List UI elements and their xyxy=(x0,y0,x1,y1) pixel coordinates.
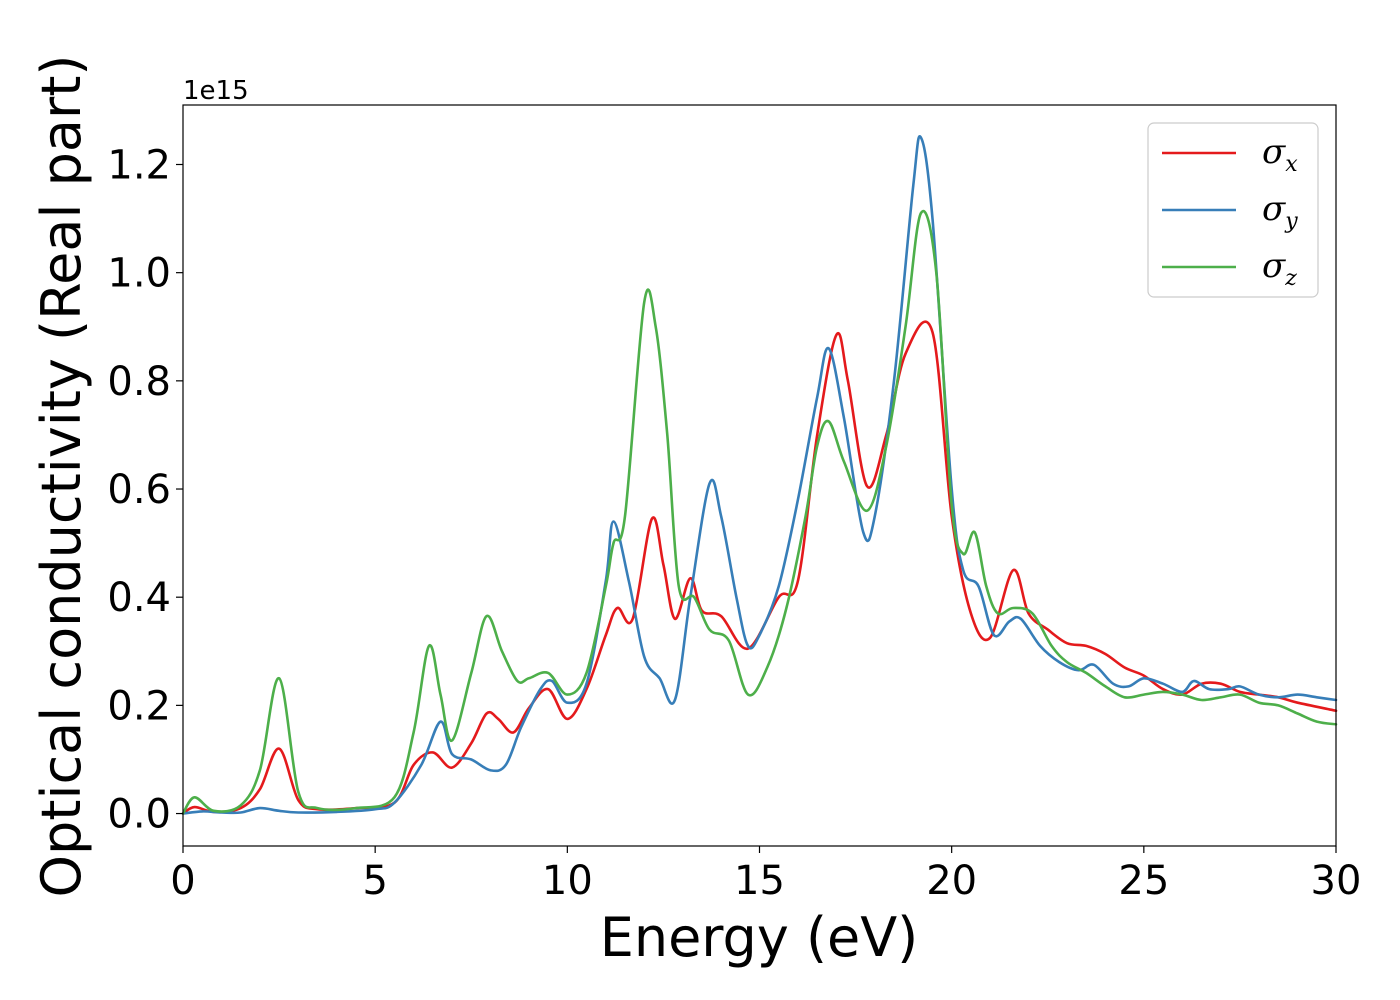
y-offset-label: 1e15 xyxy=(183,76,249,106)
series-line-z xyxy=(181,209,1338,815)
legend-label-z: σz xyxy=(1262,246,1297,291)
y-tick-label: 0.2 xyxy=(107,683,171,729)
y-axis-title: Optical conductivity (Real part) xyxy=(30,55,93,898)
x-axis-title: Energy (eV) xyxy=(600,906,919,969)
x-tick-label: 25 xyxy=(1118,858,1169,904)
y-tick-label: 0.4 xyxy=(107,575,171,621)
y-tick-label: 1.0 xyxy=(107,251,171,297)
series-line-y xyxy=(181,135,1338,815)
legend: σx σy σz xyxy=(1147,122,1319,298)
y-tick-label: 0.0 xyxy=(107,792,171,838)
y-tick-label: 0.8 xyxy=(107,359,171,405)
y-axis-ticks: 0.0 0.2 0.4 0.6 0.8 1.0 1.2 xyxy=(107,142,183,838)
legend-label-x: σx xyxy=(1262,132,1298,177)
x-tick-label: 30 xyxy=(1311,858,1362,904)
x-tick-label: 0 xyxy=(170,858,195,904)
y-tick-label: 1.2 xyxy=(107,142,171,188)
x-tick-label: 5 xyxy=(362,858,387,904)
legend-entries: σx σy σz xyxy=(1162,132,1298,291)
series-layer xyxy=(181,135,1338,815)
x-axis-ticks: 0 5 10 15 20 25 30 xyxy=(170,846,1361,904)
x-tick-label: 10 xyxy=(542,858,593,904)
legend-label-y: σy xyxy=(1262,189,1298,234)
x-tick-label: 15 xyxy=(734,858,785,904)
y-tick-label: 0.6 xyxy=(107,467,171,513)
x-tick-label: 20 xyxy=(926,858,977,904)
